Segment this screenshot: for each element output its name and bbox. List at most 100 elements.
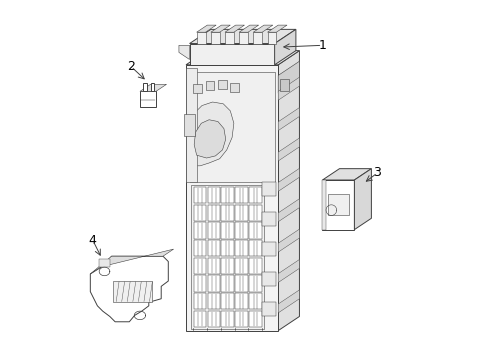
Polygon shape (235, 275, 247, 292)
Polygon shape (221, 258, 233, 274)
Polygon shape (207, 240, 220, 256)
Polygon shape (218, 80, 226, 89)
Polygon shape (267, 32, 276, 44)
Polygon shape (207, 187, 220, 203)
Polygon shape (230, 83, 239, 92)
Polygon shape (193, 258, 206, 274)
Polygon shape (322, 168, 370, 180)
Polygon shape (267, 25, 286, 32)
Polygon shape (207, 311, 220, 327)
Polygon shape (193, 84, 202, 93)
Polygon shape (262, 182, 276, 196)
Polygon shape (278, 168, 299, 192)
Text: 2: 2 (127, 60, 135, 73)
Polygon shape (235, 293, 247, 309)
Text: 1: 1 (318, 39, 326, 52)
Polygon shape (189, 30, 295, 44)
Polygon shape (185, 65, 278, 330)
Polygon shape (235, 311, 247, 327)
Polygon shape (221, 311, 233, 327)
Polygon shape (262, 302, 276, 316)
Polygon shape (279, 79, 288, 91)
Polygon shape (140, 84, 166, 91)
Polygon shape (221, 205, 233, 221)
Polygon shape (221, 187, 233, 203)
Polygon shape (221, 275, 233, 292)
Polygon shape (193, 311, 206, 327)
Polygon shape (235, 240, 247, 256)
Polygon shape (278, 260, 299, 283)
Polygon shape (278, 138, 299, 161)
Polygon shape (235, 258, 247, 274)
Polygon shape (274, 30, 295, 65)
Polygon shape (143, 83, 147, 91)
Polygon shape (193, 275, 206, 292)
Polygon shape (278, 108, 299, 131)
Polygon shape (185, 68, 196, 182)
Polygon shape (193, 205, 206, 221)
Polygon shape (322, 180, 354, 230)
Polygon shape (90, 249, 173, 274)
Polygon shape (184, 114, 195, 136)
Polygon shape (189, 72, 274, 182)
Polygon shape (179, 45, 189, 59)
Polygon shape (354, 168, 370, 230)
Polygon shape (210, 25, 230, 32)
Polygon shape (248, 311, 261, 327)
Polygon shape (207, 222, 220, 239)
Polygon shape (185, 51, 299, 65)
Polygon shape (224, 32, 233, 44)
Polygon shape (193, 222, 206, 239)
Polygon shape (221, 293, 233, 309)
Polygon shape (278, 61, 299, 93)
Polygon shape (187, 102, 233, 166)
Polygon shape (278, 199, 299, 222)
Polygon shape (224, 25, 244, 32)
Polygon shape (235, 187, 247, 203)
Polygon shape (196, 25, 216, 32)
Polygon shape (253, 32, 262, 44)
Polygon shape (262, 242, 276, 256)
Polygon shape (207, 258, 220, 274)
Polygon shape (221, 222, 233, 239)
Polygon shape (207, 293, 220, 309)
Polygon shape (193, 240, 206, 256)
Text: 3: 3 (373, 166, 381, 179)
Polygon shape (278, 229, 299, 252)
Polygon shape (239, 25, 258, 32)
Polygon shape (239, 32, 247, 44)
Polygon shape (278, 77, 299, 100)
Polygon shape (99, 259, 110, 267)
Polygon shape (262, 272, 276, 286)
Polygon shape (140, 91, 156, 107)
Polygon shape (205, 81, 214, 90)
Polygon shape (278, 290, 299, 313)
Polygon shape (253, 25, 272, 32)
Polygon shape (193, 187, 206, 203)
Polygon shape (248, 222, 261, 239)
Polygon shape (193, 293, 206, 309)
Polygon shape (235, 205, 247, 221)
Polygon shape (194, 120, 225, 158)
Polygon shape (196, 32, 205, 44)
Polygon shape (322, 180, 325, 230)
Polygon shape (191, 185, 264, 329)
Polygon shape (248, 258, 261, 274)
Polygon shape (327, 194, 348, 215)
Polygon shape (262, 212, 276, 226)
Polygon shape (207, 275, 220, 292)
Polygon shape (248, 275, 261, 292)
Polygon shape (278, 51, 299, 330)
Polygon shape (248, 240, 261, 256)
Polygon shape (248, 205, 261, 221)
Polygon shape (235, 222, 247, 239)
Polygon shape (189, 44, 274, 65)
Polygon shape (150, 83, 154, 91)
Polygon shape (207, 205, 220, 221)
Text: 4: 4 (89, 234, 97, 247)
Polygon shape (221, 240, 233, 256)
Polygon shape (248, 293, 261, 309)
Polygon shape (248, 187, 261, 203)
Polygon shape (90, 256, 168, 322)
Polygon shape (210, 32, 219, 44)
